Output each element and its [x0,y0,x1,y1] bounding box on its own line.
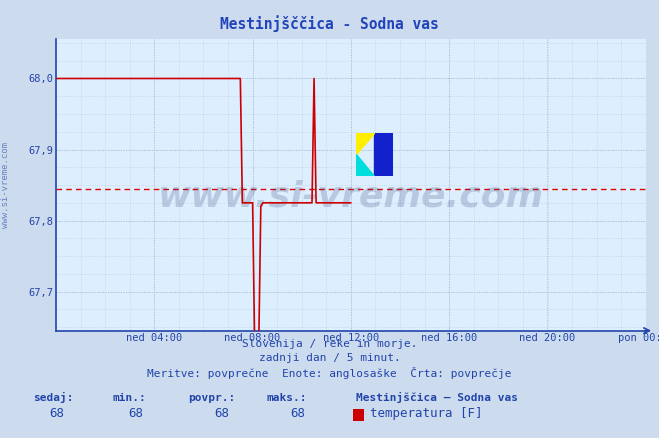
Text: 68: 68 [214,407,229,420]
Text: min.:: min.: [112,393,146,403]
Text: sedaj:: sedaj: [33,392,73,403]
Text: Meritve: povprečne  Enote: anglosaške  Črta: povprečje: Meritve: povprečne Enote: anglosaške Črt… [147,367,512,379]
Text: www.si-vreme.com: www.si-vreme.com [1,142,10,228]
Text: 68: 68 [49,407,65,420]
Text: maks.:: maks.: [267,393,307,403]
Polygon shape [357,133,374,155]
Text: 68: 68 [129,407,144,420]
Text: temperatura [F]: temperatura [F] [370,407,483,420]
Bar [374,133,393,177]
Text: Mestinjšččica - Sodna vas: Mestinjšččica - Sodna vas [220,15,439,32]
Text: Slovenija / reke in morje.: Slovenija / reke in morje. [242,339,417,350]
Text: povpr.:: povpr.: [188,393,235,403]
Text: 68: 68 [290,407,305,420]
Text: zadnji dan / 5 minut.: zadnji dan / 5 minut. [258,353,401,364]
Polygon shape [357,155,374,177]
Text: www.si-vreme.com: www.si-vreme.com [158,180,544,214]
Text: Mestinjščica – Sodna vas: Mestinjščica – Sodna vas [356,392,518,403]
